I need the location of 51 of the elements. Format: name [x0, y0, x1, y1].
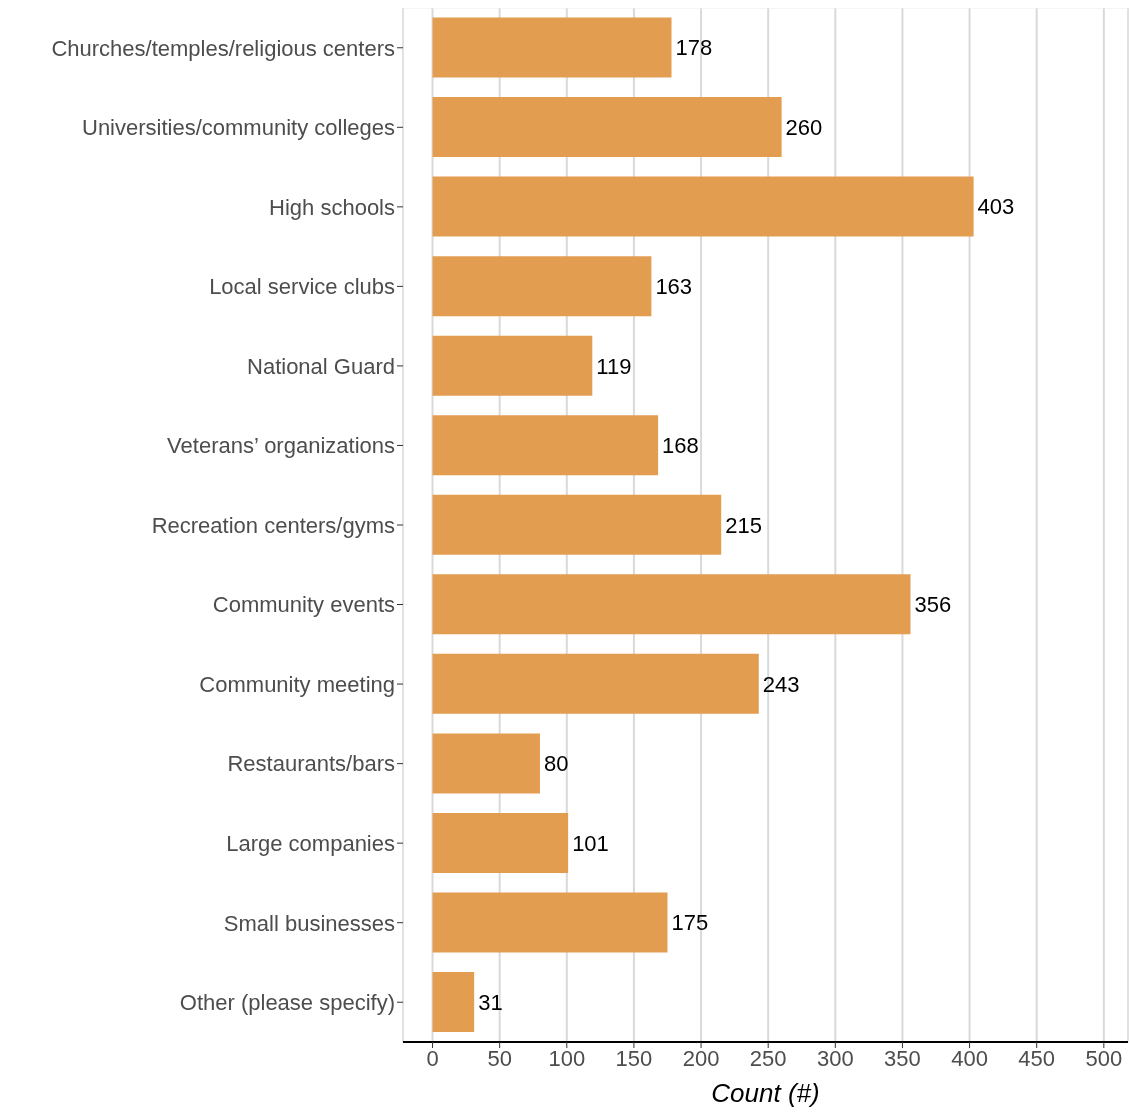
data-label: 260 [785, 114, 823, 140]
y-tick-label: Churches/temples/religious centers [51, 35, 395, 61]
data-label: 175 [671, 910, 709, 936]
x-tick-label: 0 [426, 1045, 439, 1071]
bar [432, 494, 722, 555]
x-tick-label: 300 [816, 1045, 854, 1071]
y-tick-label: Local service clubs [209, 274, 395, 300]
y-tick-label: Other (please specify) [179, 990, 395, 1016]
y-tick-label: Universities/community colleges [82, 115, 395, 141]
y-tick-label: National Guard [247, 353, 395, 379]
data-label: 31 [478, 989, 503, 1015]
data-label: 101 [572, 830, 609, 856]
y-tick-label: Small businesses [223, 910, 395, 936]
y-tick-label: Large companies [226, 830, 395, 856]
x-tick-label: 50 [487, 1045, 512, 1071]
bar [432, 256, 652, 317]
bar [432, 17, 672, 78]
bar [432, 653, 759, 714]
data-label: 356 [914, 592, 952, 618]
data-label: 215 [725, 512, 762, 538]
data-label: 168 [662, 433, 699, 459]
bar [432, 733, 540, 794]
x-tick-label: 450 [1018, 1045, 1056, 1071]
bar [432, 574, 911, 635]
y-tick-label: Community meeting [199, 671, 395, 697]
x-tick-label: 250 [749, 1045, 787, 1071]
x-tick-label: 100 [548, 1045, 586, 1071]
data-label: 403 [977, 194, 1015, 220]
y-tick-label: High schools [269, 194, 395, 220]
x-axis-title: Count (#) [711, 1078, 820, 1108]
data-label: 163 [655, 273, 693, 299]
y-tick-label: Veterans’ organizations [167, 433, 395, 459]
bar [432, 176, 974, 237]
data-label: 243 [762, 671, 800, 697]
x-tick-label: 500 [1085, 1045, 1123, 1071]
y-tick-label: Restaurants/bars [227, 751, 395, 777]
bar [432, 972, 475, 1033]
x-tick-label: 400 [951, 1045, 988, 1071]
y-tick-label: Community events [212, 592, 395, 618]
data-label: 119 [596, 353, 632, 379]
data-label: 178 [675, 35, 713, 61]
y-tick-label: Recreation centers/gyms [151, 512, 395, 538]
bar [432, 892, 668, 953]
x-tick-label: 150 [615, 1045, 653, 1071]
bar [432, 812, 569, 873]
bar [432, 415, 659, 476]
data-label: 80 [543, 751, 569, 777]
x-tick-label: 350 [884, 1045, 921, 1071]
bar [432, 335, 593, 396]
x-tick-label: 200 [682, 1045, 720, 1071]
bar [432, 97, 782, 158]
